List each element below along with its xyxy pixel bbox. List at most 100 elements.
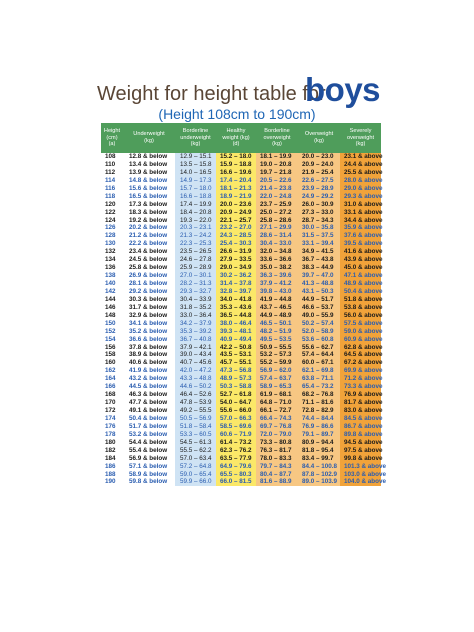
table-row: 110 13.4 & below 13.5 – 15.8 15.9 – 18.8 19.… bbox=[101, 160, 383, 169]
borderline-overweight-cell: 35.0 – 38.2 bbox=[256, 264, 298, 273]
height-cell: 112 bbox=[101, 168, 123, 177]
height-cell: 110 bbox=[101, 160, 123, 169]
severely-overweight-cell: 34.4 & above bbox=[340, 216, 383, 225]
overweight-cell: 23.9 – 28.9 bbox=[298, 184, 340, 193]
severely-overweight-cell: 99.8 & above bbox=[340, 454, 383, 463]
borderline-underweight-cell: 55.5 – 62.2 bbox=[175, 446, 216, 455]
borderline-overweight-cell: 41.9 – 44.8 bbox=[256, 295, 298, 304]
borderline-underweight-cell: 14.0 – 16.5 bbox=[175, 168, 216, 177]
underweight-cell: 20.2 & below bbox=[123, 224, 175, 233]
underweight-cell: 35.2 & below bbox=[123, 327, 175, 336]
severely-overweight-cell: 97.5 & above bbox=[340, 446, 383, 455]
overweight-cell: 65.4 – 73.2 bbox=[298, 383, 340, 392]
borderline-underweight-cell: 57.2 – 64.8 bbox=[175, 462, 216, 471]
table-row: 178 53.2 & below 53.3 – 60.5 60.6 – 71.9 72.… bbox=[101, 430, 383, 439]
underweight-cell: 56.9 & below bbox=[123, 454, 175, 463]
underweight-cell: 30.3 & below bbox=[123, 295, 175, 304]
overweight-cell: 43.1 – 50.3 bbox=[298, 287, 340, 296]
height-cell: 150 bbox=[101, 319, 123, 328]
borderline-overweight-cell: 61.9 – 68.1 bbox=[256, 391, 298, 400]
underweight-cell: 57.1 & below bbox=[123, 462, 175, 471]
table-row: 156 37.8 & below 37.9 – 42.1 42.2 – 50.8 50.… bbox=[101, 343, 383, 352]
overweight-cell: 83.4 – 99.7 bbox=[298, 454, 340, 463]
height-cell: 190 bbox=[101, 478, 123, 487]
height-cell: 126 bbox=[101, 224, 123, 233]
borderline-overweight-cell: 46.5 – 50.1 bbox=[256, 319, 298, 328]
overweight-cell: 46.6 – 53.7 bbox=[298, 303, 340, 312]
severely-overweight-cell: 57.5 & above bbox=[340, 319, 383, 328]
overweight-cell: 53.6 – 60.8 bbox=[298, 335, 340, 344]
healthy-cell: 16.6 – 19.6 bbox=[216, 168, 256, 177]
healthy-cell: 58.5 – 69.6 bbox=[216, 422, 256, 431]
borderline-underweight-cell: 35.3 – 39.2 bbox=[175, 327, 216, 336]
healthy-cell: 38.0 – 46.4 bbox=[216, 319, 256, 328]
table-row: 108 12.8 & below 12.9 – 15.1 15.2 – 18.0 18.… bbox=[101, 153, 383, 161]
healthy-cell: 25.4 – 30.3 bbox=[216, 240, 256, 249]
severely-overweight-cell: 45.0 & above bbox=[340, 264, 383, 273]
severely-overweight-cell: 37.6 & above bbox=[340, 232, 383, 241]
header-borderline-underweight: Borderline underweight (kg) bbox=[180, 127, 211, 148]
weight-table: Height (cm) (a) Underweight (kg) Borderl… bbox=[101, 123, 386, 487]
underweight-cell: 55.4 & below bbox=[123, 446, 175, 455]
severely-overweight-cell: 25.5 & above bbox=[340, 168, 383, 177]
underweight-cell: 22.2 & below bbox=[123, 240, 175, 249]
height-cell: 146 bbox=[101, 303, 123, 312]
borderline-underweight-cell: 19.3 – 22.0 bbox=[175, 216, 216, 225]
borderline-overweight-cell: 76.3 – 81.7 bbox=[256, 446, 298, 455]
page-title: Weight for height table for boys bbox=[97, 71, 397, 114]
title-word: boys bbox=[305, 71, 381, 108]
severely-overweight-cell: 71.2 & above bbox=[340, 375, 383, 384]
borderline-overweight-cell: 25.0 – 27.2 bbox=[256, 208, 298, 217]
table-row: 122 18.3 & below 18.4 – 20.8 20.9 – 24.9 25.… bbox=[101, 208, 383, 217]
borderline-overweight-cell: 27.1 – 29.9 bbox=[256, 224, 298, 233]
healthy-cell: 34.0 – 41.8 bbox=[216, 295, 256, 304]
height-cell: 132 bbox=[101, 248, 123, 257]
severely-overweight-cell: 76.9 & above bbox=[340, 391, 383, 400]
overweight-cell: 36.7 – 43.8 bbox=[298, 256, 340, 265]
borderline-overweight-cell: 33.6 – 36.6 bbox=[256, 256, 298, 265]
borderline-overweight-cell: 39.8 – 43.0 bbox=[256, 287, 298, 296]
borderline-underweight-cell: 49.2 – 55.5 bbox=[175, 407, 216, 415]
table-row: 126 20.2 & below 20.3 – 23.1 23.2 – 27.0 27.… bbox=[101, 224, 383, 233]
table-row: 142 29.2 & below 29.3 – 32.7 32.8 – 39.7 39.… bbox=[101, 287, 383, 296]
borderline-underweight-cell: 20.3 – 23.1 bbox=[175, 224, 216, 233]
healthy-cell: 60.6 – 71.9 bbox=[216, 430, 256, 439]
borderline-underweight-cell: 18.4 – 20.8 bbox=[175, 208, 216, 217]
table-row: 162 41.9 & below 42.0 – 47.2 47.3 – 56.8 56.… bbox=[101, 367, 383, 376]
healthy-cell: 42.2 – 50.8 bbox=[216, 343, 256, 352]
underweight-cell: 41.9 & below bbox=[123, 367, 175, 376]
severely-overweight-cell: 53.8 & above bbox=[340, 303, 383, 312]
borderline-underweight-cell: 22.3 – 25.3 bbox=[175, 240, 216, 249]
borderline-underweight-cell: 15.7 – 18.0 bbox=[175, 184, 216, 193]
borderline-overweight-cell: 49.5 – 53.5 bbox=[256, 335, 298, 344]
height-cell: 154 bbox=[101, 335, 123, 344]
height-cell: 152 bbox=[101, 327, 123, 336]
borderline-overweight-cell: 81.6 – 88.9 bbox=[256, 478, 298, 487]
severely-overweight-cell: 56.0 & above bbox=[340, 311, 383, 320]
header-severely-overweight: Severely overweight (kg) bbox=[346, 127, 375, 148]
borderline-underweight-cell: 57.0 – 63.4 bbox=[175, 454, 216, 463]
underweight-cell: 47.7 & below bbox=[123, 399, 175, 407]
severely-overweight-cell: 23.1 & above bbox=[340, 153, 383, 161]
severely-overweight-cell: 24.4 & above bbox=[340, 160, 383, 169]
underweight-cell: 28.1 & below bbox=[123, 280, 175, 288]
borderline-overweight-cell: 73.3 – 80.8 bbox=[256, 438, 298, 447]
height-cell: 136 bbox=[101, 264, 123, 273]
severely-overweight-cell: 28.0 & above bbox=[340, 176, 383, 185]
height-cell: 118 bbox=[101, 192, 123, 201]
borderline-overweight-cell: 19.0 – 20.8 bbox=[256, 160, 298, 169]
underweight-cell: 53.2 & below bbox=[123, 430, 175, 439]
borderline-underweight-cell: 37.9 – 42.1 bbox=[175, 343, 216, 352]
table-body: 108 12.8 & below 12.9 – 15.1 15.2 – 18.0 18.… bbox=[101, 153, 386, 487]
borderline-underweight-cell: 17.4 – 19.9 bbox=[175, 200, 216, 209]
underweight-cell: 54.4 & below bbox=[123, 438, 175, 447]
borderline-overweight-cell: 43.7 – 46.5 bbox=[256, 303, 298, 312]
borderline-underweight-cell: 23.5 – 26.5 bbox=[175, 248, 216, 257]
borderline-overweight-cell: 44.9 – 48.9 bbox=[256, 311, 298, 320]
height-cell: 124 bbox=[101, 216, 123, 225]
borderline-underweight-cell: 59.9 – 66.0 bbox=[175, 478, 216, 487]
borderline-underweight-cell: 27.0 – 30.1 bbox=[175, 272, 216, 280]
borderline-overweight-cell: 36.3 – 39.6 bbox=[256, 272, 298, 280]
healthy-cell: 62.3 – 76.2 bbox=[216, 446, 256, 455]
healthy-cell: 26.6 – 31.9 bbox=[216, 248, 256, 257]
